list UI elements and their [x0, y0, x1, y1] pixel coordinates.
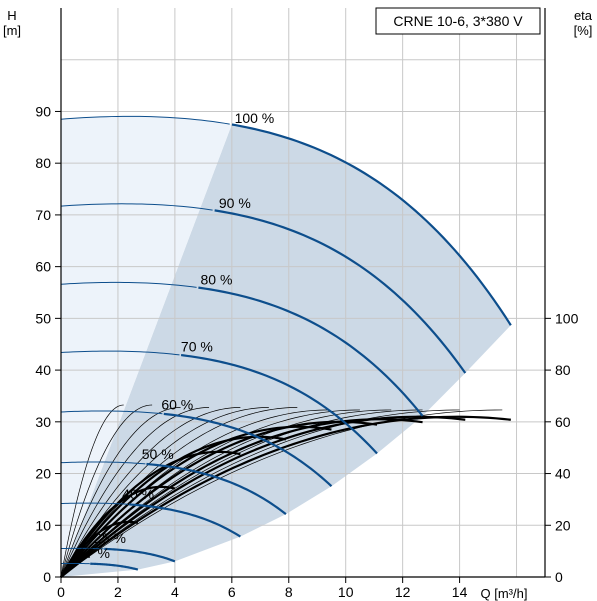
thin-efficiency-curve [60, 407, 181, 578]
speed-label: 25 % [94, 530, 126, 546]
y-right-tick-label: 40 [555, 466, 571, 482]
thin-efficiency-curve [60, 409, 460, 578]
y-left-tick-label: 90 [35, 103, 51, 119]
speed-curve-low-flow [60, 410, 163, 415]
y-left-label-line2: [m] [3, 23, 21, 38]
speed-label: 17 % [78, 545, 110, 561]
x-tick-label: 4 [171, 584, 179, 600]
y-right-tick-label: 60 [555, 414, 571, 430]
y-left-tick-label: 20 [35, 466, 51, 482]
y-left-tick-label: 70 [35, 207, 51, 223]
speed-label: 100 % [235, 110, 275, 126]
x-tick-label: 14 [452, 584, 468, 600]
speed-curve-low-flow [60, 350, 180, 356]
speed-label: 50 % [142, 446, 174, 462]
speed-curve [180, 354, 378, 455]
y-left-tick-label: 60 [35, 259, 51, 275]
thin-efficiency-curve [60, 407, 241, 578]
speed-label: 60 % [161, 397, 193, 413]
speed-curve-low-flow [60, 502, 129, 505]
thin-efficiency-curve [60, 407, 210, 578]
y-left-tick-label: 10 [35, 517, 51, 533]
speed-curve [146, 462, 287, 515]
speed-curve-low-flow [60, 461, 146, 465]
speed-curve-low-flow [60, 281, 197, 288]
y-right-tick-label: 80 [555, 362, 571, 378]
y-left-tick-label: 80 [35, 155, 51, 171]
speed-curve [214, 209, 467, 374]
chart-background-layer [61, 116, 511, 577]
efficiency-curves-layer [60, 415, 511, 578]
thin-efficiency-curve [60, 404, 153, 578]
x-tick-label: 0 [57, 584, 65, 600]
y-left-label-line1: H [7, 8, 16, 23]
speed-curve [90, 562, 139, 571]
x-axis-label: Q [m³/h] [481, 586, 528, 601]
x-tick-label: 10 [338, 584, 354, 600]
y-right-label-line2: [%] [574, 23, 593, 38]
speed-curves-layer: 100 % 90 % 80 % 70 % 60 % 50 % 40 % 25 %17 % [60, 110, 512, 571]
efficiency-curve [60, 415, 466, 578]
speed-curve [231, 123, 512, 326]
speed-label: 90 % [219, 195, 251, 211]
y-right-tick-label: 100 [555, 310, 579, 326]
y-left-tick-label: 40 [35, 362, 51, 378]
efficiency-curve [60, 450, 241, 578]
efficiency-curve [60, 420, 378, 578]
speed-label: 40 % [122, 486, 154, 502]
efficiency-curve [60, 415, 511, 578]
speed-curve [129, 503, 241, 538]
y-right-label-line1: eta [574, 8, 593, 23]
thin-efficiency-curve [60, 404, 124, 578]
y-right-tick-label: 0 [555, 569, 563, 585]
speed-curve [163, 412, 333, 488]
speed-label: 80 % [201, 271, 233, 287]
y-right-label: eta [%] [574, 8, 593, 38]
y-left-tick-label: 30 [35, 414, 51, 430]
x-tick-label: 6 [228, 584, 236, 600]
y-left-tick-label: 50 [35, 310, 51, 326]
axes-layer: 0 10 20 30 40 50 60 70 80 90 0 20 40 60 80 100 0 2 4 6 8 10 12… [35, 8, 579, 600]
y-right-tick-label: 20 [555, 517, 571, 533]
speed-curve-low-flow [60, 203, 213, 211]
y-left-label: H [m] [3, 8, 21, 38]
speed-curve [104, 547, 176, 563]
x-tick-label: 2 [114, 584, 122, 600]
speed-label: 70 % [181, 338, 213, 354]
y-left-tick-label: 0 [43, 569, 51, 585]
speed-curve-low-flow [60, 115, 230, 125]
speed-curve [198, 286, 424, 417]
x-tick-label: 8 [285, 584, 293, 600]
x-tick-label: 12 [395, 584, 411, 600]
thin-efficiency-curve [60, 409, 503, 578]
title-box: CRNE 10-6, 3*380 V [375, 7, 541, 35]
chart-title: CRNE 10-6, 3*380 V [393, 13, 523, 29]
